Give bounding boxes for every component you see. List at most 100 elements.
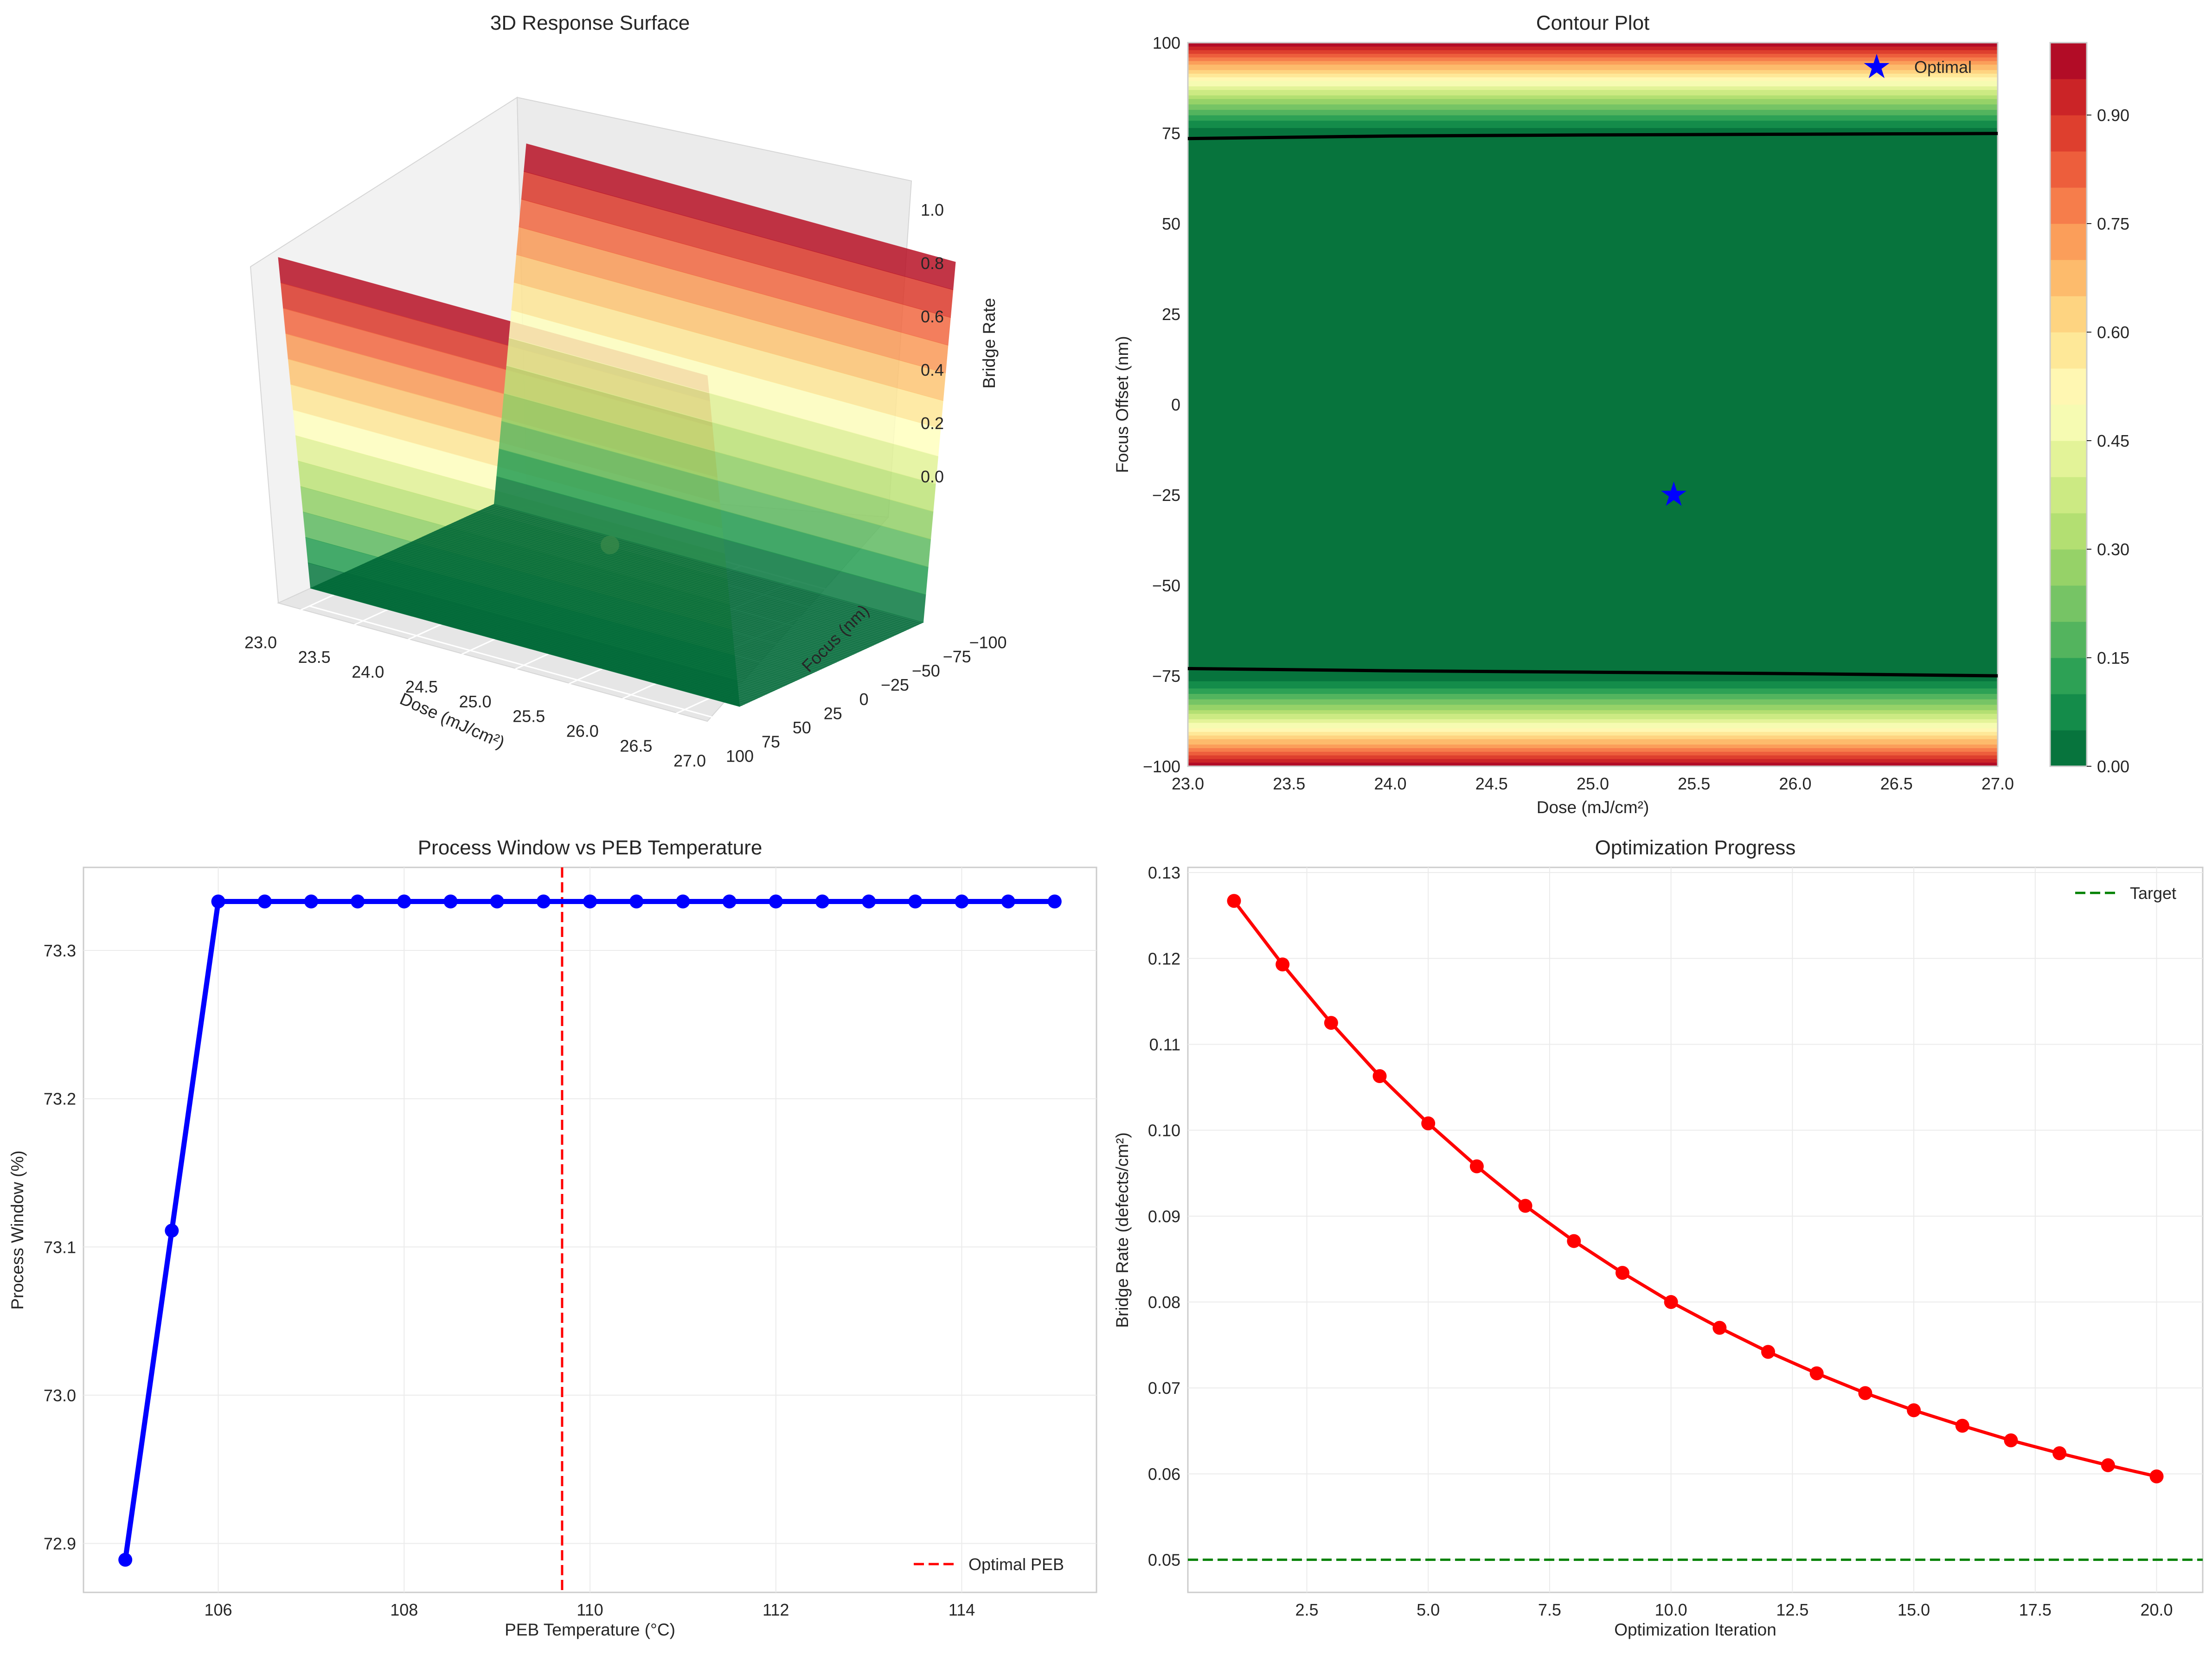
colorbar-band — [2050, 404, 2087, 441]
surface-xtick: 26.5 — [620, 736, 652, 755]
process-window-ytick: 73.0 — [44, 1386, 76, 1405]
optimization-xtick: 2.5 — [1295, 1600, 1318, 1619]
contour-band — [1188, 701, 1998, 704]
contour-band — [1188, 91, 1998, 94]
contour-band — [1188, 53, 1998, 56]
surface-ztick: 0.8 — [921, 254, 944, 273]
process-window-xtick: 106 — [204, 1600, 232, 1619]
contour-band — [1188, 759, 1998, 761]
process-window-xtick: 114 — [949, 1600, 975, 1619]
contour-band — [1188, 55, 1998, 58]
colorbar — [2050, 43, 2087, 767]
optimization-point — [1227, 894, 1241, 908]
contour-band — [1188, 64, 1998, 67]
colorbar-tick: 0.45 — [2097, 431, 2129, 450]
optimization-point — [1907, 1403, 1921, 1418]
colorbar-band — [2050, 441, 2087, 477]
contour-band — [1188, 721, 1998, 723]
contour-band — [1188, 697, 1998, 700]
contour-band — [1188, 122, 1998, 125]
surface-ticks: 23.0 23.5 24.0 24.5 25.0 25.5 26.0 26.5 27.0 −100… — [244, 200, 1007, 770]
colorbar-band — [2050, 43, 2087, 79]
contour-band — [1188, 51, 1998, 54]
colorbar-band — [2050, 477, 2087, 513]
surface-xtick: 25.5 — [513, 707, 545, 726]
colorbar-band — [2050, 115, 2087, 152]
optimization-point — [1858, 1386, 1872, 1400]
contour-band — [1188, 57, 1998, 59]
contour-band — [1188, 739, 1998, 741]
colorbar-band — [2050, 332, 2087, 369]
surface-ytick: 75 — [762, 732, 780, 751]
contour-band — [1188, 59, 1998, 61]
contour-band — [1188, 102, 1998, 105]
contour-band — [1188, 108, 1998, 110]
contour-band — [1188, 676, 1998, 678]
colorbar-band — [2050, 694, 2087, 731]
contour-band — [1188, 715, 1998, 718]
threshold-contour-lower — [1187, 667, 1998, 678]
contour-xtick: 24.0 — [1374, 774, 1406, 793]
legend-target-label: Target — [2130, 884, 2176, 903]
contour-band — [1188, 750, 1998, 752]
optimization-ytick: 0.09 — [1148, 1207, 1180, 1226]
process-window-point — [351, 894, 365, 909]
surface-ztick: 0.0 — [921, 467, 944, 486]
threshold-contour-upper — [1187, 132, 1998, 141]
optimization-point — [1567, 1234, 1581, 1248]
process-window-xtick: 110 — [577, 1600, 603, 1619]
contour-ylabel: Focus Offset (nm) — [1113, 336, 1132, 473]
process-window-ytick: 73.2 — [44, 1090, 76, 1109]
optimization-ytick: 0.06 — [1148, 1464, 1180, 1483]
optimization-xtick: 5.0 — [1417, 1600, 1440, 1619]
contour-band — [1188, 751, 1998, 754]
contour-band — [1188, 104, 1998, 107]
optimal-point-3d — [601, 536, 619, 554]
contour-xtick: 25.5 — [1678, 774, 1710, 793]
contour-band — [1188, 62, 1998, 65]
colorbar-band — [2050, 585, 2087, 622]
process-window-point — [722, 894, 737, 909]
contour-band — [1188, 93, 1998, 96]
contour-band — [1188, 764, 1998, 767]
process-window-ylabel: Process Window (%) — [8, 1150, 27, 1309]
surface-zlabel: Bridge Rate — [980, 298, 999, 388]
contour-band — [1188, 705, 1998, 707]
contour-xtick: 26.0 — [1779, 774, 1811, 793]
optimization-point — [1809, 1366, 1824, 1380]
optimization-xtick: 10.0 — [1655, 1600, 1687, 1619]
contour-band — [1188, 763, 1998, 765]
contour-band — [1188, 90, 1998, 92]
optimization-point — [1664, 1295, 1678, 1309]
optimization-xtick: 17.5 — [2019, 1600, 2052, 1619]
contour-band — [1188, 100, 1998, 103]
optimization-markers — [1227, 894, 2164, 1483]
surface-xtick: 27.0 — [673, 751, 706, 770]
contour-band — [1188, 82, 1998, 85]
process-window-point — [769, 894, 783, 909]
optimization-ytick: 0.12 — [1148, 949, 1180, 968]
colorbar-band — [2050, 368, 2087, 405]
optimization-point — [2004, 1433, 2018, 1448]
surface-xtick: 23.5 — [298, 648, 331, 667]
surface-ztick: 0.2 — [921, 414, 944, 433]
process-window-ticks: 106 108 110 112 114 72.9 73.0 73.1 73.2 73.3 — [44, 941, 975, 1619]
surface-xtick: 26.0 — [566, 722, 599, 741]
surface-xtick: 25.0 — [459, 692, 491, 711]
legend-optimal-peb-label: Optimal PEB — [968, 1555, 1064, 1574]
contour-xtick: 27.0 — [1981, 774, 2014, 793]
contour-band — [1188, 86, 1998, 89]
contour-band — [1188, 741, 1998, 743]
contour-band — [1188, 726, 1998, 729]
colorbar-tick: 0.60 — [2097, 323, 2129, 342]
contour-band — [1188, 131, 1998, 134]
surface-ytick: −25 — [881, 675, 909, 694]
contour-band — [1188, 685, 1998, 687]
colorbar-tick: 0.90 — [2097, 106, 2129, 125]
surface-ytick: 50 — [793, 718, 811, 737]
process-window-point — [1001, 894, 1015, 909]
contour-band — [1188, 733, 1998, 736]
contour-band — [1188, 723, 1998, 725]
contour-band — [1188, 98, 1998, 101]
contour-ytick: 100 — [1153, 33, 1180, 52]
